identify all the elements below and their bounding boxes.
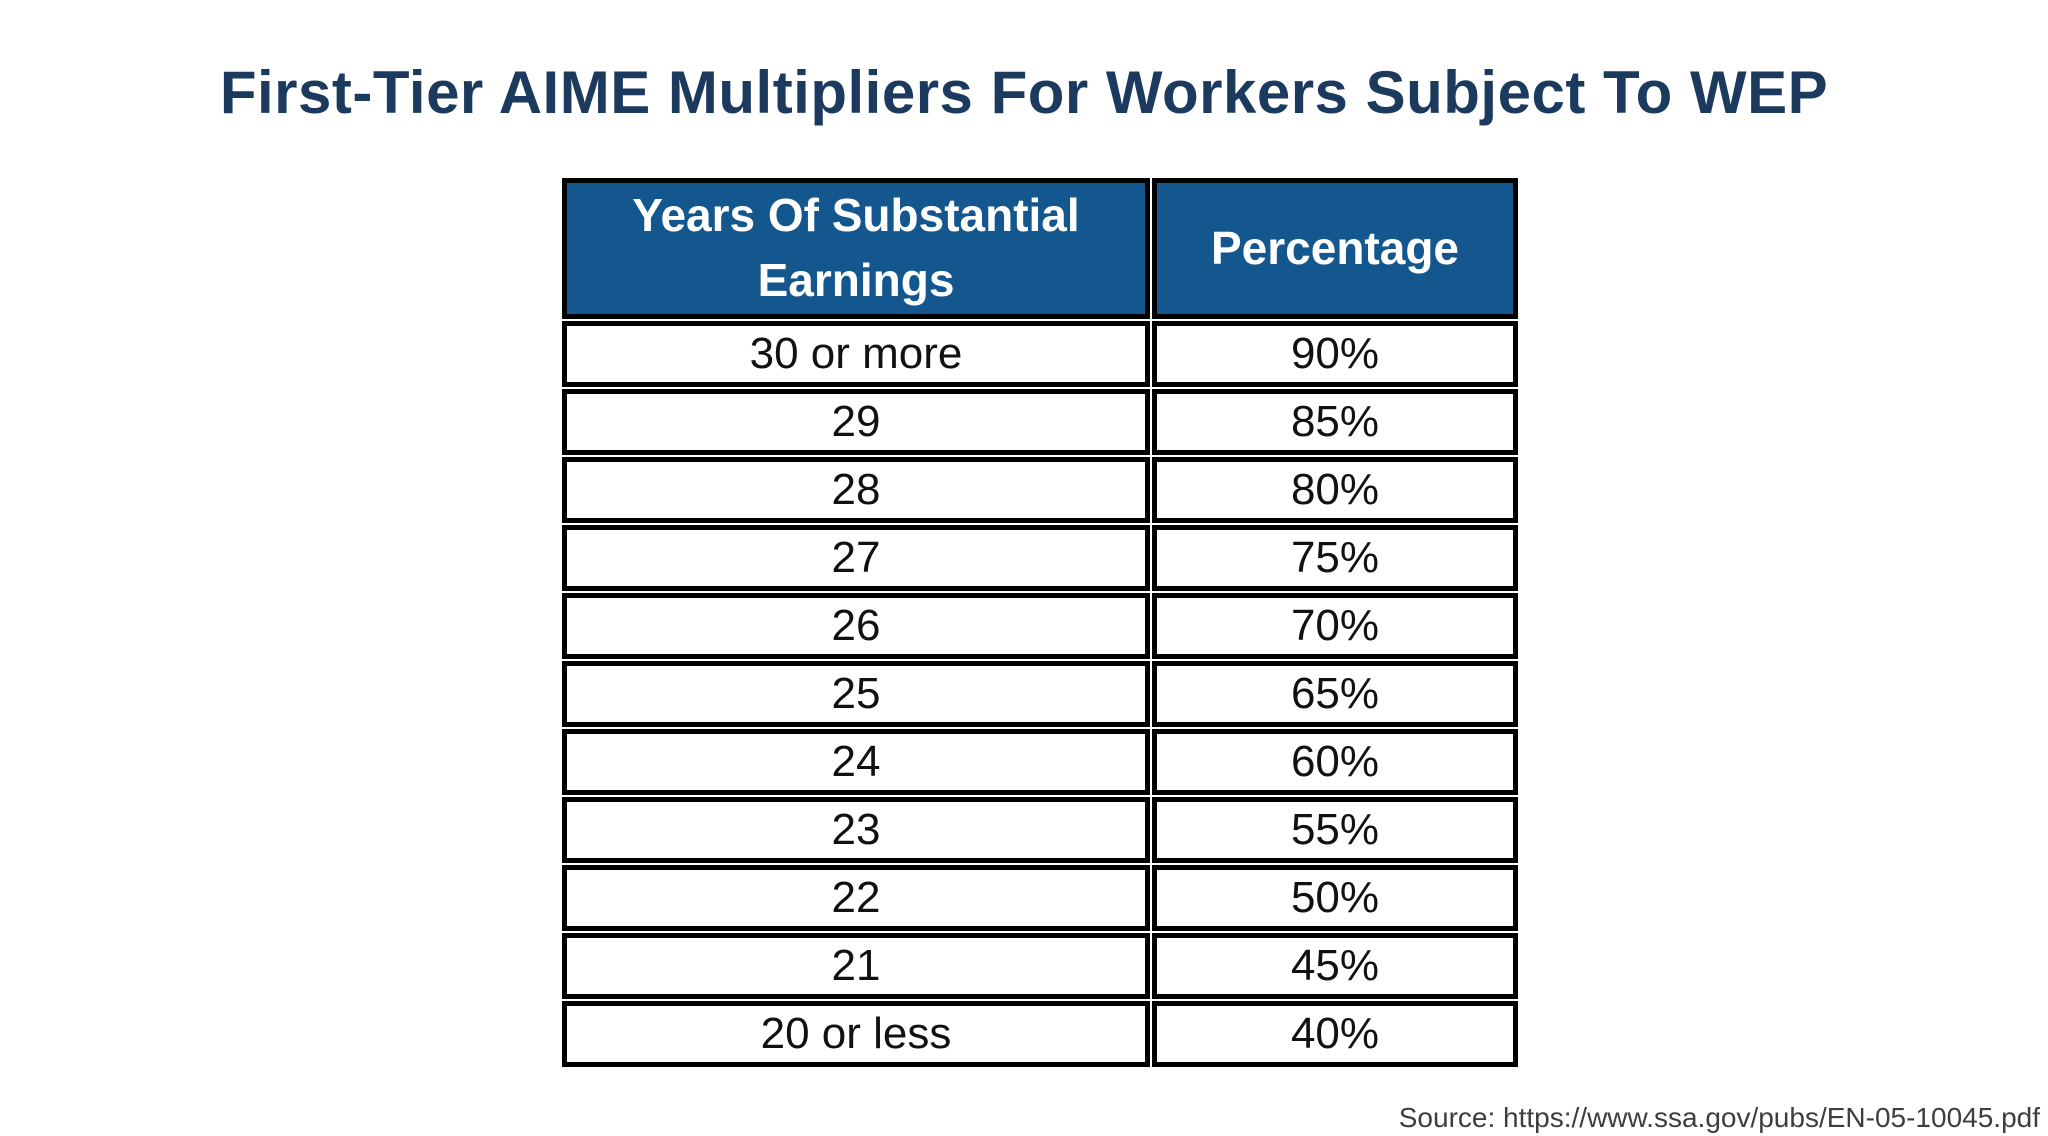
years-cell: 28 <box>562 456 1150 523</box>
table-row: 30 or more 90% <box>562 320 1518 387</box>
source-citation: Source: https://www.ssa.gov/pubs/EN-05-1… <box>1398 1102 2040 1133</box>
table-row: 29 85% <box>562 388 1518 455</box>
percentage-cell: 50% <box>1152 864 1518 931</box>
table-row: 26 70% <box>562 592 1518 659</box>
percentage-cell: 65% <box>1152 660 1518 727</box>
years-cell: 29 <box>562 388 1150 455</box>
years-cell: 25 <box>562 660 1150 727</box>
percentage-cell: 85% <box>1152 388 1518 455</box>
years-cell: 27 <box>562 524 1150 591</box>
percentage-cell: 75% <box>1152 524 1518 591</box>
years-cell: 30 or more <box>562 320 1150 387</box>
table-row: 21 45% <box>562 932 1518 999</box>
percentage-cell: 70% <box>1152 592 1518 659</box>
years-cell: 23 <box>562 796 1150 863</box>
years-cell: 22 <box>562 864 1150 931</box>
page-title: First-Tier AIME Multipliers For Workers … <box>219 59 1829 126</box>
percentage-cell: 80% <box>1152 456 1518 523</box>
years-cell: 21 <box>562 932 1150 999</box>
percentage-cell: 55% <box>1152 796 1518 863</box>
wep-multiplier-table: Years Of Substantial Earnings Percentage… <box>560 176 1520 1069</box>
percentage-cell: 45% <box>1152 932 1518 999</box>
header-row: Years Of Substantial Earnings Percentage <box>562 178 1518 319</box>
years-cell: 26 <box>562 592 1150 659</box>
table-row: 24 60% <box>562 728 1518 795</box>
table-row: 28 80% <box>562 456 1518 523</box>
percentage-column-header: Percentage <box>1152 178 1518 319</box>
percentage-cell: 90% <box>1152 320 1518 387</box>
table-row: 23 55% <box>562 796 1518 863</box>
years-column-header: Years Of Substantial Earnings <box>562 178 1150 319</box>
table-row: 25 65% <box>562 660 1518 727</box>
table-row: 20 or less 40% <box>562 1000 1518 1067</box>
years-cell: 24 <box>562 728 1150 795</box>
percentage-cell: 40% <box>1152 1000 1518 1067</box>
table-row: 27 75% <box>562 524 1518 591</box>
percentage-cell: 60% <box>1152 728 1518 795</box>
table-row: 22 50% <box>562 864 1518 931</box>
table-body: 30 or more 90% 29 85% 28 80% 27 75% 26 70% 25 65% 24… <box>562 320 1518 1067</box>
years-cell: 20 or less <box>562 1000 1150 1067</box>
table-header: Years Of Substantial Earnings Percentage <box>562 178 1518 319</box>
